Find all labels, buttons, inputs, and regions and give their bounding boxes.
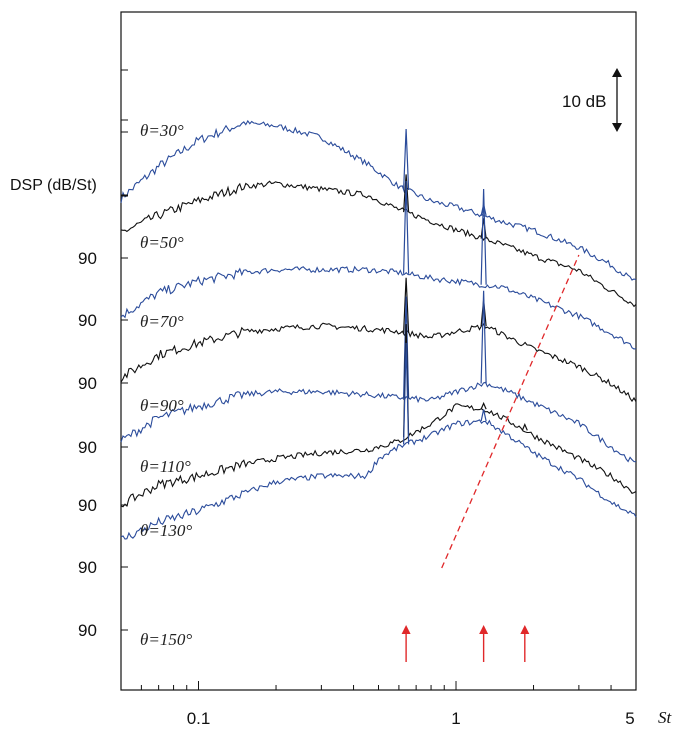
y-axis-label: DSP (dB/St) <box>10 177 97 194</box>
y-tick-label-6: 90 <box>78 558 97 577</box>
angle-label-3: θ=70° <box>140 312 184 331</box>
spectrum-curve-2 <box>120 180 637 308</box>
x-ticks: 0.1 1 5 <box>120 681 637 728</box>
spectrum-curve-4 <box>120 322 637 403</box>
y-tick-label-2: 90 <box>78 311 97 330</box>
angle-label-2: θ=50° <box>140 233 184 252</box>
tonal-peak-7-2 <box>480 409 487 422</box>
red-annotations <box>401 254 580 662</box>
x-axis-label: St <box>658 708 673 727</box>
x-tick-label-1: 0.1 <box>187 709 211 728</box>
y-tick-label-3: 90 <box>78 374 97 393</box>
tonal-peak-5-1 <box>403 296 410 399</box>
y-tick-label-7: 90 <box>78 621 97 640</box>
spectrum-curve-7 <box>120 419 637 540</box>
angle-label-5: θ=110° <box>140 457 191 476</box>
plot-frame <box>120 11 637 691</box>
y-ticks: 90 90 90 90 90 90 90 <box>78 69 128 640</box>
scale-bar-arrow-down <box>612 123 622 132</box>
red-arrow-head-1 <box>401 625 411 634</box>
angle-labels: θ=30° θ=50° θ=70° θ=90° θ=110° θ=130° θ=150° <box>140 121 192 649</box>
angle-label-7: θ=150° <box>140 630 192 649</box>
red-dashed-line <box>441 254 580 569</box>
y-tick-label-4: 90 <box>78 438 97 457</box>
tonal-peak-4-1 <box>403 277 410 333</box>
tonal-peak-1-1 <box>403 129 410 190</box>
x-tick-label-2: 1 <box>451 709 460 728</box>
tonal-peak-7-1 <box>403 342 410 445</box>
y-tick-label-5: 90 <box>78 496 97 515</box>
tonal-peak-5-2 <box>480 290 487 384</box>
red-arrow-head-2 <box>479 625 489 634</box>
tonal-peak-3-1 <box>403 180 410 274</box>
tonal-peak-3-2 <box>480 189 487 285</box>
spectra-curves <box>120 119 637 540</box>
spectrum-curve-1 <box>120 119 637 281</box>
scale-bar-label: 10 dB <box>562 92 606 111</box>
tonal-peak-6-3 <box>521 423 528 431</box>
red-arrow-head-3 <box>520 625 530 634</box>
angle-label-6: θ=130° <box>140 521 192 540</box>
tonal-peak-6-2 <box>480 401 487 410</box>
y-tick-label-1: 90 <box>78 249 97 268</box>
spectrum-curve-5 <box>120 381 637 463</box>
spectrum-curve-3 <box>120 265 637 350</box>
angle-label-1: θ=30° <box>140 121 184 140</box>
angle-label-4: θ=90° <box>140 396 184 415</box>
spectrum-curve-6 <box>120 403 637 508</box>
x-tick-label-3: 5 <box>625 709 634 728</box>
tonal-peak-2-1 <box>403 174 410 213</box>
scale-bar-arrow-up <box>612 68 622 77</box>
scale-bar: 10 dB <box>562 68 622 132</box>
